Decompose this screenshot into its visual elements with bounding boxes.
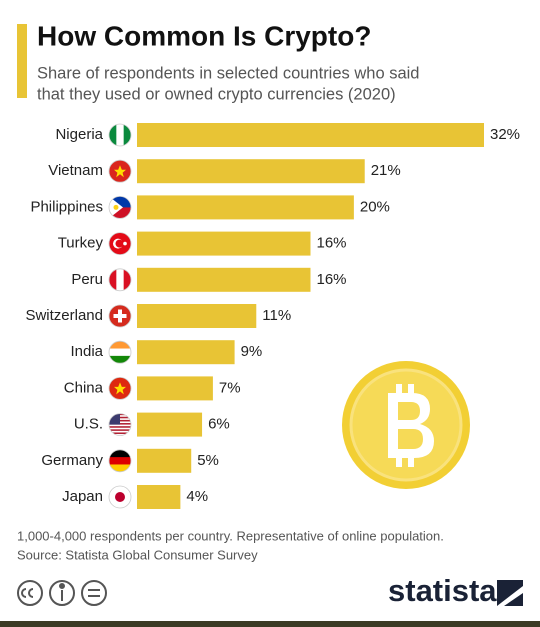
flag-icon — [109, 232, 131, 255]
flag-icon — [109, 305, 131, 327]
value-label: 9% — [241, 343, 263, 360]
bar — [137, 304, 257, 328]
value-label: 7% — [219, 379, 241, 396]
category-label: Japan — [62, 488, 103, 505]
bar — [137, 159, 365, 184]
flag-part — [109, 413, 120, 425]
value-label: 5% — [197, 452, 219, 469]
category-label: Philippines — [30, 198, 103, 215]
flag-part — [114, 382, 126, 395]
flag-part — [109, 464, 131, 472]
flag-outline — [108, 123, 132, 147]
flag-outline — [108, 485, 132, 509]
flag-icon — [109, 413, 131, 436]
flag-icon — [109, 268, 131, 291]
bar — [137, 267, 311, 292]
flag-part — [109, 268, 117, 291]
bar — [137, 195, 354, 220]
flag-part — [109, 207, 131, 219]
flag-part — [109, 430, 131, 433]
flag-part — [115, 239, 124, 248]
flag-part — [109, 449, 131, 458]
flag-part — [109, 457, 131, 465]
flag-part — [123, 268, 131, 291]
value-label: 4% — [186, 488, 208, 505]
flag-outline — [108, 376, 132, 400]
bar — [137, 448, 192, 473]
value-label: 16% — [317, 235, 347, 252]
flag-outline — [108, 340, 132, 364]
category-label: Switzerland — [25, 307, 103, 324]
category-label: China — [64, 379, 104, 396]
value-label: 16% — [317, 271, 347, 288]
bottom-border — [0, 621, 540, 627]
bar — [137, 412, 203, 437]
bitcoin-icon — [342, 361, 470, 489]
category-label: Germany — [41, 452, 103, 469]
flag-outline — [108, 159, 132, 183]
flag-outline — [108, 232, 132, 256]
chart-title: How Common Is Crypto? — [37, 20, 371, 51]
flag-part — [109, 427, 131, 430]
value-label: 20% — [360, 198, 390, 215]
flag-icon — [109, 486, 131, 508]
source: Source: Statista Global Consumer Survey — [17, 547, 258, 562]
flag-part — [109, 424, 131, 427]
flag-icon — [109, 124, 131, 146]
flag-outline — [108, 304, 132, 328]
subtitle: Share of respondents in selected countri… — [37, 64, 419, 82]
category-label: Turkey — [58, 235, 104, 252]
flag-part — [113, 204, 119, 210]
flag-icon — [109, 377, 131, 400]
value-label: 21% — [371, 162, 401, 179]
bar — [137, 123, 484, 147]
category-label: Peru — [71, 271, 103, 288]
flag-part — [109, 355, 131, 364]
value-label: 11% — [262, 307, 291, 324]
category-label: Vietnam — [48, 162, 103, 179]
category-label: U.S. — [74, 416, 103, 433]
flag-icon — [109, 196, 131, 219]
flag-part — [109, 124, 117, 146]
flag-part — [109, 341, 131, 350]
bar — [137, 376, 213, 401]
title-accent — [17, 24, 27, 98]
category-label: India — [70, 343, 103, 360]
flag-part — [113, 314, 127, 318]
flag-part — [123, 124, 131, 146]
footnote: 1,000-4,000 respondents per country. Rep… — [17, 528, 444, 543]
flag-part — [116, 268, 125, 291]
flag-part — [109, 434, 131, 436]
flag-outline — [108, 449, 132, 473]
category-label: Nigeria — [55, 126, 103, 143]
flag-part — [115, 492, 125, 502]
bar — [137, 340, 235, 365]
subtitle: that they used or owned crypto currencie… — [37, 85, 396, 103]
brand-logo: statista — [388, 573, 497, 608]
flag-part — [123, 241, 127, 246]
flag-icon — [109, 449, 131, 472]
flag-icon — [109, 160, 131, 183]
value-label: 32% — [490, 126, 520, 143]
flag-outline — [108, 413, 132, 437]
license-icons — [17, 580, 107, 606]
brand-mark — [497, 580, 523, 606]
flag-outline — [108, 195, 132, 219]
flag-outline — [108, 268, 132, 292]
value-label: 6% — [208, 416, 230, 433]
flag-part — [114, 165, 126, 178]
flag-part — [109, 348, 131, 357]
bar — [137, 231, 311, 256]
bar — [137, 485, 181, 509]
flag-part — [116, 124, 125, 146]
flag-icon — [109, 341, 131, 364]
